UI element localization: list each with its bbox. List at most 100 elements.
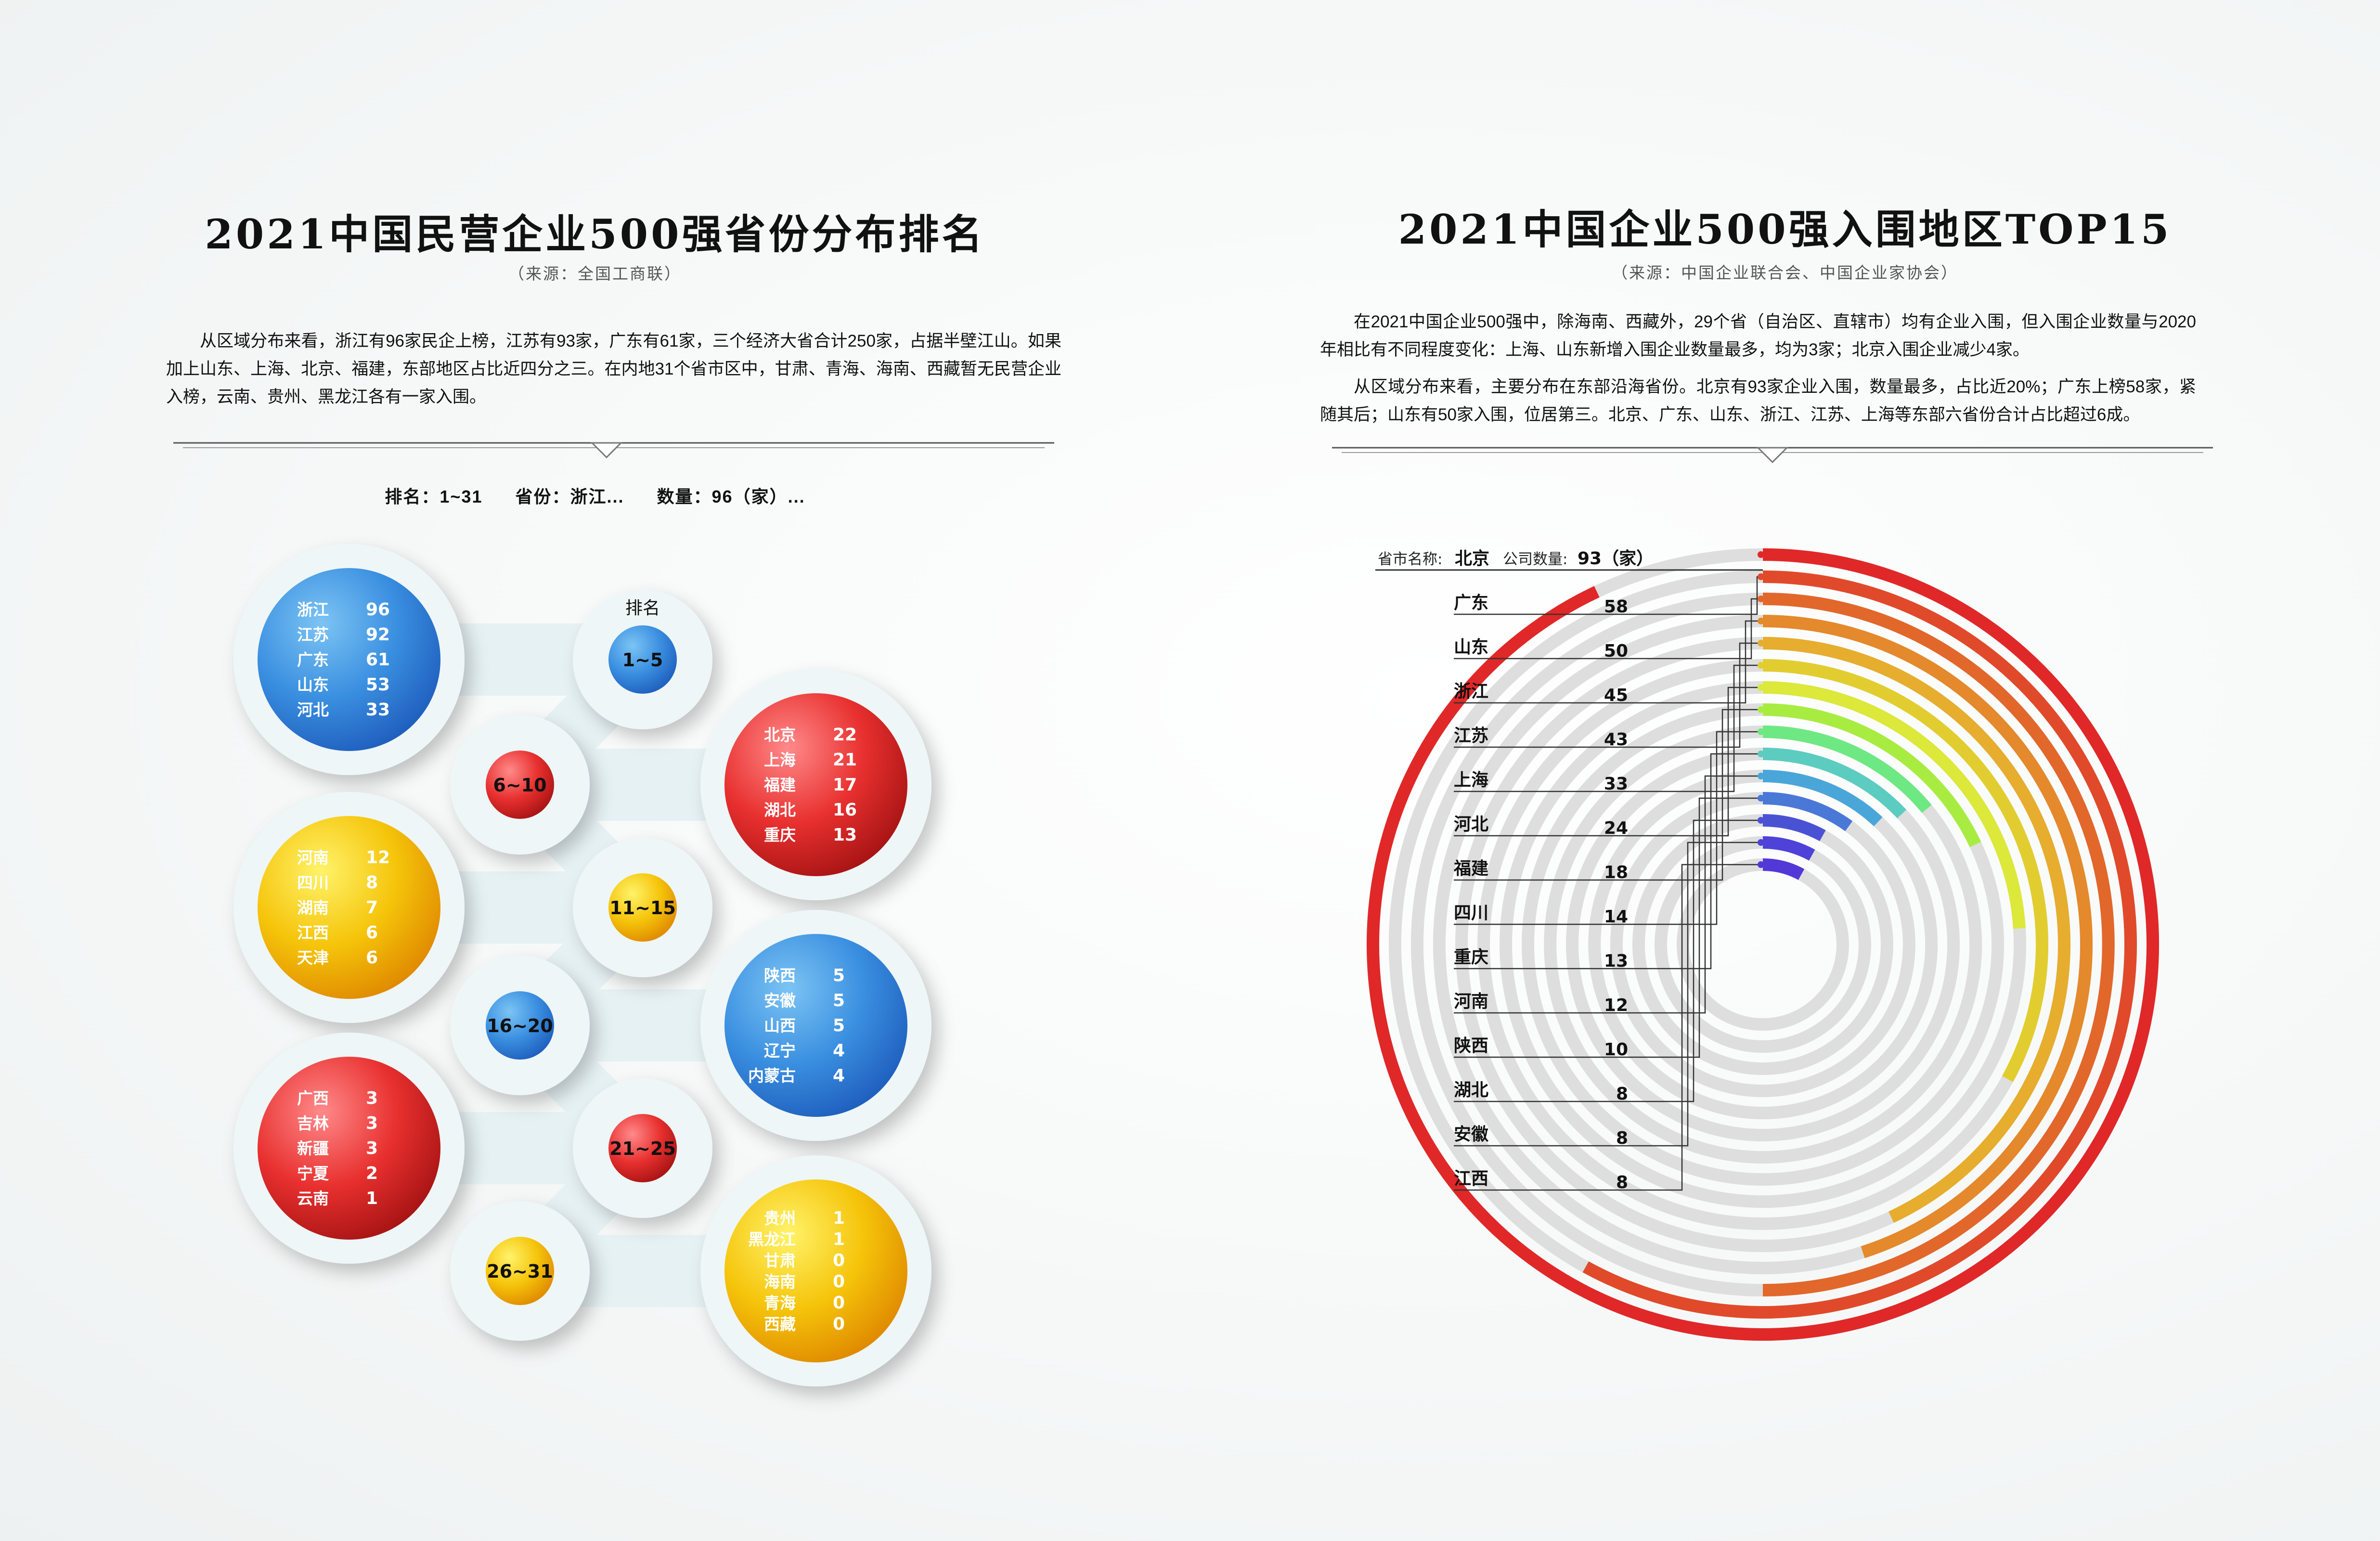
leader-dot [1758, 795, 1764, 802]
category-name: 重庆 [1454, 947, 1488, 967]
leader-line [1454, 686, 1761, 837]
leader-line [1454, 598, 1761, 660]
ring-track [1565, 748, 1960, 1141]
rank-group-bubble: 河南 12 四川 8 湖南 7 江西 6 天津 6 [233, 792, 465, 1023]
category-name: 上海 [1454, 770, 1488, 790]
right-title: 2021中国企业500强入围地区TOP15 [1398, 206, 2172, 253]
province-name: 江西 [297, 923, 329, 942]
province-count: 61 [366, 650, 390, 670]
province-name: 北京 [764, 725, 796, 744]
name-label: 省市名称: [1378, 551, 1442, 568]
right-paragraph-1: 在2021中国企业500强中，除海南、西藏外，29个省（自治区、直辖市）均有企业… [1320, 312, 2196, 359]
province-name: 河北 [297, 700, 329, 719]
province-count: 0 [833, 1272, 845, 1292]
rank-label: 1~5 [622, 649, 663, 671]
province-count: 7 [366, 898, 378, 918]
leader-line [1454, 797, 1761, 1058]
province-count: 96 [366, 600, 390, 620]
category-name: 江西 [1454, 1169, 1488, 1189]
province-name: 贵州 [764, 1209, 796, 1228]
leader-dot [1758, 861, 1764, 868]
value-arc [1762, 703, 1981, 847]
province-name: 湖北 [764, 801, 796, 819]
province-count: 3 [366, 1114, 378, 1133]
province-name: 黑龙江 [748, 1230, 796, 1249]
province-count: 1 [366, 1189, 378, 1208]
left-divider [173, 442, 1054, 459]
province-count: 13 [833, 825, 857, 845]
rank-group-bubble: 陕西 5 安徽 5 山西 5 辽宁 4 内蒙古 4 [700, 910, 931, 1141]
province-name: 江苏 [297, 625, 329, 644]
rank-bubble: 1~5 排名 [573, 590, 712, 729]
rank-bubble: 16~20 [450, 956, 590, 1095]
province-name: 云南 [297, 1189, 329, 1208]
province-count: 1 [833, 1230, 845, 1249]
category-value: 24 [1604, 818, 1628, 838]
leader-line [1454, 819, 1761, 1102]
category-value: 8 [1616, 1173, 1628, 1192]
leader-line [1454, 709, 1761, 881]
province-name: 山西 [764, 1016, 796, 1035]
category-value: 13 [1604, 951, 1628, 971]
leader-line [1454, 842, 1761, 1147]
left-paragraph: 从区域分布来看，浙江有96家民企上榜，江苏有93家，广东有61家，三个经济大省合… [166, 332, 1061, 406]
province-count: 92 [366, 625, 390, 645]
leader-line [1454, 864, 1761, 1191]
right-source: （来源：中国企业联合会、中国企业家协会） [1612, 264, 1958, 282]
value-arc [1762, 593, 2115, 1296]
province-count: 4 [833, 1066, 845, 1086]
province-name: 陕西 [764, 966, 796, 985]
category-name: 山东 [1454, 637, 1488, 657]
right-panel: 2021中国企业500强入围地区TOP15 （来源：中国企业联合会、中国企业家协… [1190, 0, 2380, 1541]
province-count: 5 [833, 966, 845, 985]
category-value: 8 [1616, 1084, 1628, 1104]
rank-label: 21~25 [609, 1138, 676, 1159]
value-arc [1762, 858, 1805, 881]
category-value: 14 [1604, 907, 1628, 927]
leader-line [1454, 642, 1761, 748]
category-name: 陕西 [1454, 1036, 1488, 1056]
leader-dot [1758, 551, 1764, 558]
province-name: 重庆 [764, 826, 796, 844]
province-count: 12 [366, 848, 390, 868]
right-paragraph-2: 从区域分布来看，主要分布在东部沿海省份。北京有93家企业入围，数量最多，占比近2… [1320, 377, 2196, 424]
province-count: 0 [833, 1314, 845, 1334]
province-name: 天津 [297, 948, 329, 967]
count-label: 公司数量: [1503, 551, 1567, 568]
province-name: 宁夏 [297, 1164, 329, 1183]
province-count: 5 [833, 991, 845, 1010]
province-count: 16 [833, 800, 857, 820]
rank-bubble: 26~31 [450, 1201, 590, 1341]
rank-group-bubble: 北京 22 上海 21 福建 17 湖北 16 重庆 13 [700, 669, 931, 900]
leader-line [1454, 753, 1761, 970]
category-value: 58 [1604, 597, 1628, 617]
rank-group-bubble: 浙江 96 江苏 92 广东 61 山东 53 河北 33 [233, 544, 465, 775]
province-name: 内蒙古 [748, 1066, 796, 1085]
leader-line [1454, 664, 1761, 792]
leader-dot [1758, 662, 1764, 669]
left-source: （来源：全国工商联） [508, 265, 682, 283]
province-name: 湖南 [297, 898, 329, 917]
radial-bar-chart: 省市名称: 北京 公司数量: 93（家） 广东 58 山东 50 浙江 45 江苏 43 上海 33 河北 2… [1366, 548, 2159, 1341]
province-name: 海南 [764, 1272, 796, 1291]
category-value: 45 [1604, 686, 1628, 705]
value-arc [1762, 725, 1932, 813]
value-arc [1762, 814, 1826, 842]
leader-dot [1758, 839, 1764, 846]
rank-label: 16~20 [487, 1015, 553, 1036]
rank-bubble: 6~10 [450, 715, 590, 855]
rank-label: 6~10 [493, 775, 546, 796]
province-name: 浙江 [297, 600, 329, 619]
category-labels: 广东 58 山东 50 浙江 45 江苏 43 上海 33 河北 24 福建 18 四川 14 重庆 13 河南 12… [1453, 551, 1764, 1192]
province-name: 安徽 [764, 991, 796, 1010]
province-name: 上海 [764, 751, 796, 769]
province-name: 四川 [297, 873, 329, 892]
province-count: 2 [366, 1164, 378, 1183]
province-name: 青海 [764, 1294, 796, 1312]
ring-track [1543, 725, 1982, 1164]
category-value: 8 [1616, 1128, 1628, 1148]
value-arcs [1367, 548, 2159, 1341]
province-count: 0 [833, 1251, 845, 1270]
category-name: 湖北 [1454, 1080, 1488, 1100]
first-value: 93（家） [1578, 549, 1654, 569]
